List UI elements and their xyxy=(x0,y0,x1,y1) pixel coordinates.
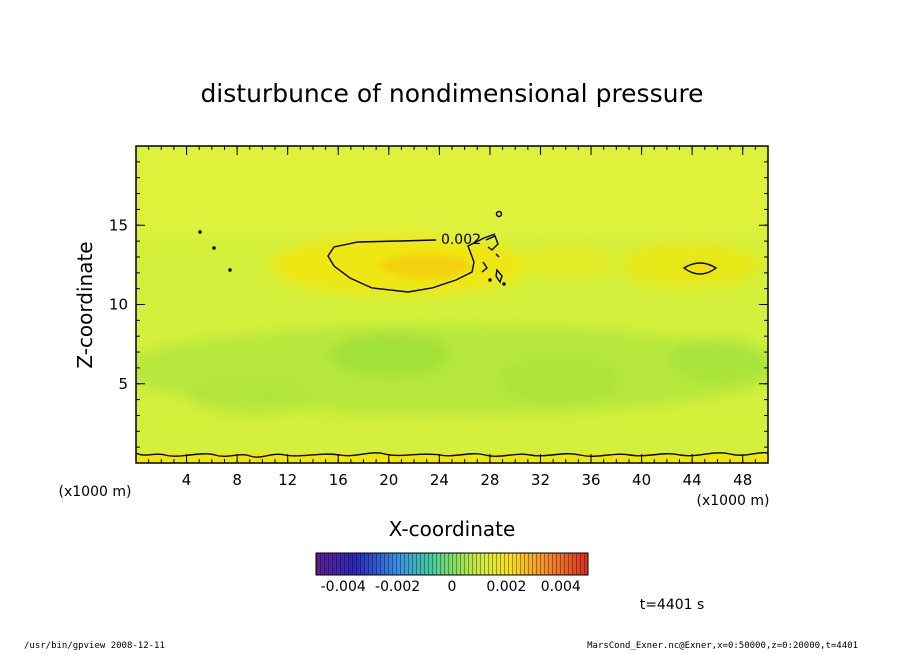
x-tick-label: 36 xyxy=(581,471,600,489)
x-tick-label: 44 xyxy=(683,471,702,489)
x-tick-label: 4 xyxy=(182,471,192,489)
contour-right-cell xyxy=(682,262,718,275)
chart-title: disturbunce of nondimensional pressure xyxy=(200,79,703,108)
x-tick-label: 32 xyxy=(531,471,550,489)
colorbar-labels: -0.004 -0.002 0 0.002 0.004 xyxy=(321,579,581,595)
colorbar xyxy=(315,552,589,576)
contour-bottom xyxy=(136,451,768,458)
x-tick-label: 8 xyxy=(232,471,242,489)
x-tick-label: 20 xyxy=(379,471,398,489)
time-label: t=4401 s xyxy=(640,597,705,613)
x-tick-label: 16 xyxy=(329,471,348,489)
colorbar-tick-label: -0.002 xyxy=(375,579,420,595)
colorbar-tick-label: 0.004 xyxy=(541,579,581,595)
x-tick-label: 12 xyxy=(278,471,297,489)
contour-label: 0.002 xyxy=(441,232,481,248)
y-tick-label: 10 xyxy=(109,296,128,314)
colorbar-tick-label: 0.002 xyxy=(486,579,526,595)
x-tick-label: 28 xyxy=(480,471,499,489)
x-tick-label: 48 xyxy=(733,471,752,489)
colorbar-tick-label: -0.004 xyxy=(321,579,366,595)
y-axis-label: Z-coordinate xyxy=(73,241,97,368)
pressure-maximum xyxy=(380,254,470,278)
y-tick-labels: 5 10 15 xyxy=(109,216,128,393)
y-tick-label: 15 xyxy=(109,216,128,234)
axis-ticks xyxy=(136,146,768,463)
contours xyxy=(136,210,768,458)
footer-right: MarsCond_Exner.nc@Exner,x=0:50000,z=0:20… xyxy=(587,641,858,651)
x-tick-labels: 4 8 12 16 20 24 28 32 36 40 44 48 xyxy=(182,471,752,489)
plot-area: 0.002 xyxy=(136,146,768,463)
x-tick-label: 40 xyxy=(632,471,651,489)
footer-left: /usr/bin/gpview 2008-12-11 xyxy=(24,641,165,651)
contour-main xyxy=(327,233,496,293)
x-unit-label-left: (x1000 m) xyxy=(59,484,132,500)
x-axis-label: X-coordinate xyxy=(389,517,516,541)
y-tick-label: 5 xyxy=(118,375,128,393)
colorbar-tick-label: 0 xyxy=(448,579,457,595)
x-unit-label-right: (x1000 m) xyxy=(697,493,770,509)
x-tick-label: 24 xyxy=(430,471,449,489)
